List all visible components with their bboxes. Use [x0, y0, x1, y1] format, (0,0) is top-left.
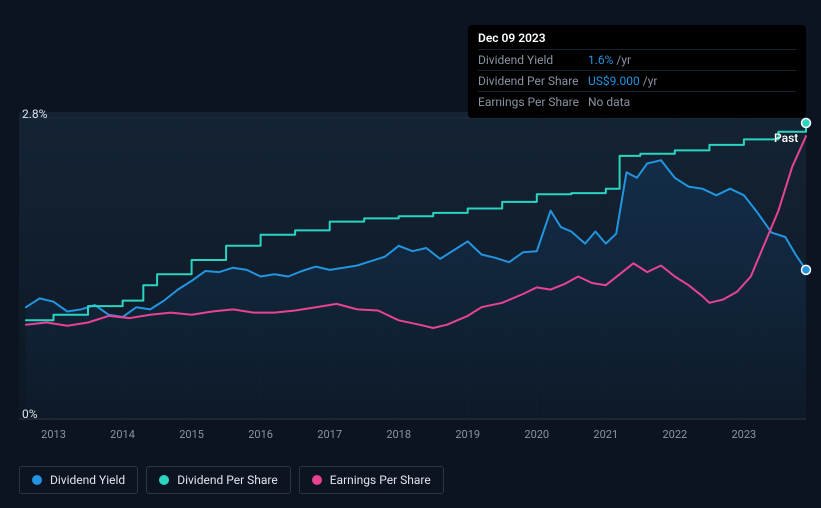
legend-item[interactable]: Dividend Per Share	[146, 466, 291, 494]
tooltip-row-label: Earnings Per Share	[478, 95, 588, 109]
legend-item-label: Dividend Yield	[50, 473, 125, 487]
tooltip-row-value: No data	[588, 95, 630, 109]
y-axis-min-label: 0%	[22, 407, 38, 421]
chart-tooltip: Dec 09 2023 Dividend Yield1.6% /yrDivide…	[468, 25, 806, 118]
x-axis-label: 2020	[524, 428, 549, 441]
tooltip-row: Dividend Per ShareUS$9.000 /yr	[478, 70, 796, 91]
x-axis-label: 2017	[317, 428, 342, 441]
tooltip-row-value: US$9.000 /yr	[588, 74, 657, 88]
tooltip-row-value: 1.6% /yr	[588, 53, 631, 67]
past-marker-label: Past	[774, 131, 798, 145]
x-axis-label: 2014	[110, 428, 135, 441]
x-axis-label: 2023	[731, 428, 756, 441]
chart-legend: Dividend Yield Dividend Per Share Earnings…	[19, 466, 444, 494]
chart-container: 2.8% 0% 2013 2014 2015 2016 2017 2018 2019 2020…	[0, 0, 821, 508]
tooltip-date: Dec 09 2023	[478, 31, 796, 49]
legend-item-label: Earnings Per Share	[330, 473, 431, 487]
x-axis-label: 2019	[455, 428, 480, 441]
legend-item[interactable]: Dividend Yield	[19, 466, 138, 494]
tooltip-row: Earnings Per ShareNo data	[478, 91, 796, 112]
x-axis-label: 2022	[662, 428, 687, 441]
x-axis-label: 2015	[179, 428, 204, 441]
x-axis-label: 2016	[248, 428, 273, 441]
tooltip-row-label: Dividend Per Share	[478, 74, 588, 88]
y-axis-max-label: 2.8%	[22, 107, 47, 121]
legend-swatch-icon	[32, 475, 42, 485]
legend-item-label: Dividend Per Share	[177, 473, 278, 487]
x-axis-label: 2018	[386, 428, 411, 441]
legend-swatch-icon	[312, 475, 322, 485]
tooltip-row: Dividend Yield1.6% /yr	[478, 49, 796, 70]
legend-item[interactable]: Earnings Per Share	[299, 466, 444, 494]
legend-swatch-icon	[159, 475, 169, 485]
tooltip-row-label: Dividend Yield	[478, 53, 588, 67]
x-axis-label: 2013	[41, 428, 66, 441]
x-axis-label: 2021	[593, 428, 618, 441]
